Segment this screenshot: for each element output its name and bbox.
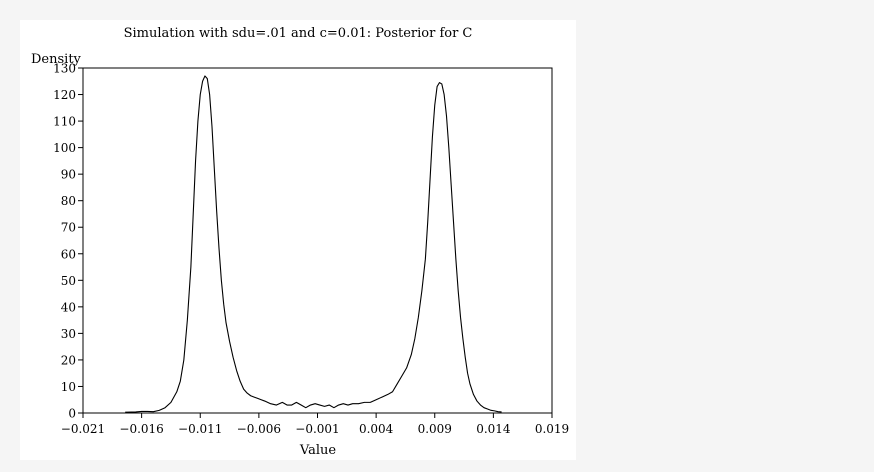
y-tick-label: 10 bbox=[61, 380, 76, 394]
x-axis-ticks: −0.021 −0.016 −0.011 −0.006 −0.001 0.004 0.009… bbox=[61, 413, 569, 436]
x-tick-label: 0.014 bbox=[476, 422, 511, 436]
y-tick-label: 30 bbox=[61, 327, 76, 341]
plot-frame bbox=[82, 67, 553, 414]
y-tick-label: 0 bbox=[68, 407, 76, 421]
chart-svg: Simulation with sdu=.01 and c=0.01: Post… bbox=[31, 26, 569, 458]
x-tick-label: −0.006 bbox=[237, 422, 281, 436]
y-tick-label: 40 bbox=[61, 300, 76, 314]
y-tick-label: 120 bbox=[53, 88, 76, 102]
y-tick-label: 130 bbox=[53, 62, 76, 76]
density-curve bbox=[125, 75, 502, 413]
series-layer bbox=[125, 75, 502, 413]
y-axis-ticks: 0 10 20 30 40 50 60 70 80 90 100 110 120 130 bbox=[53, 62, 83, 421]
x-tick-label: 0.019 bbox=[535, 422, 569, 436]
x-tick-label: 0.009 bbox=[418, 422, 452, 436]
y-tick-label: 90 bbox=[61, 168, 76, 182]
y-tick-label: 100 bbox=[53, 141, 76, 155]
y-tick-label: 20 bbox=[61, 353, 76, 367]
y-tick-label: 50 bbox=[61, 274, 76, 288]
y-tick-label: 70 bbox=[61, 221, 76, 235]
chart-panel: Simulation with sdu=.01 and c=0.01: Post… bbox=[20, 20, 576, 460]
chart-title: Simulation with sdu=.01 and c=0.01: Post… bbox=[124, 26, 473, 41]
y-tick-label: 80 bbox=[61, 194, 76, 208]
x-tick-label: −0.021 bbox=[61, 422, 105, 436]
y-tick-label: 110 bbox=[53, 115, 76, 129]
y-tick-label: 60 bbox=[61, 247, 76, 261]
x-tick-label: −0.001 bbox=[295, 422, 339, 436]
x-tick-label: −0.011 bbox=[178, 422, 222, 436]
x-tick-label: −0.016 bbox=[119, 422, 163, 436]
x-axis-label: Value bbox=[299, 443, 336, 458]
y-axis-label: Density bbox=[31, 52, 82, 67]
x-tick-label: 0.004 bbox=[359, 422, 394, 436]
